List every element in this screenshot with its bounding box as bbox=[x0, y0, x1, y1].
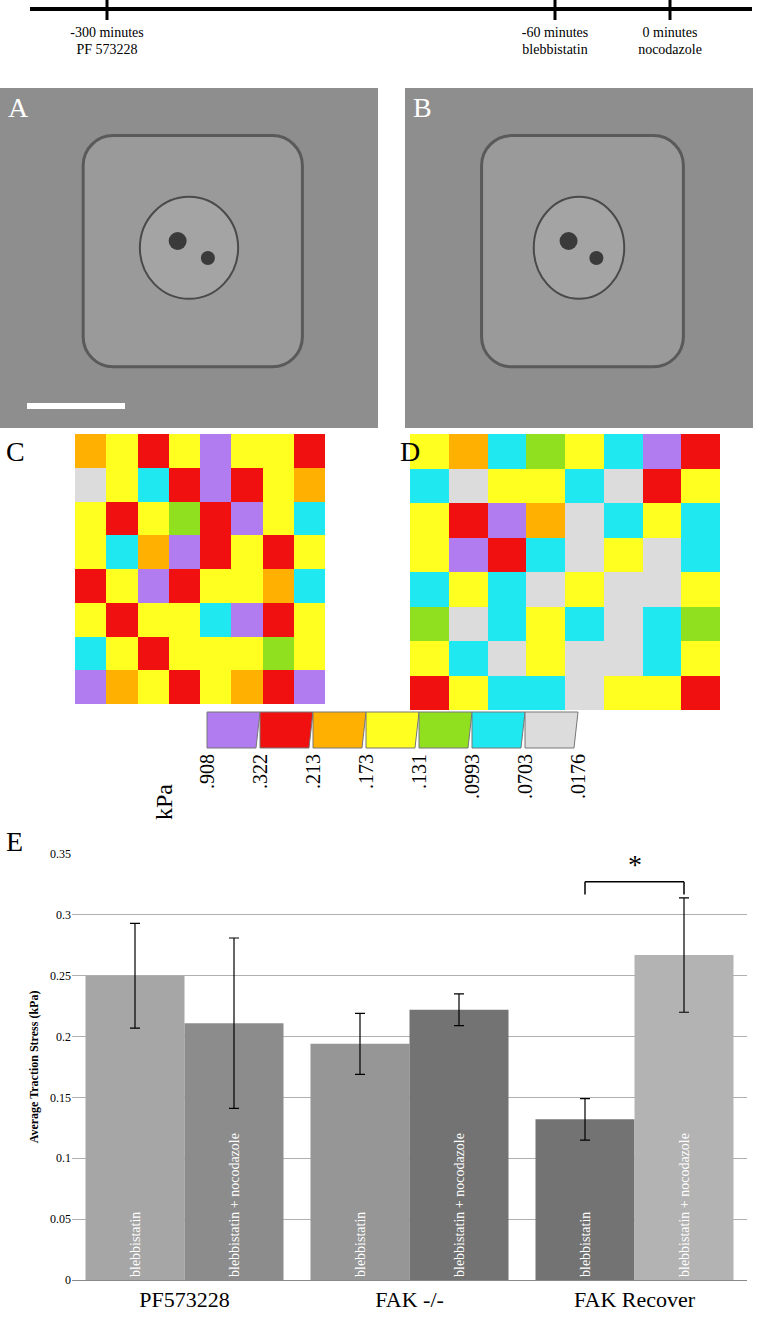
svg-text:FAK Recover: FAK Recover bbox=[574, 1287, 696, 1312]
svg-text:0.15: 0.15 bbox=[50, 1091, 71, 1105]
svg-text:.131: .131 bbox=[408, 754, 430, 789]
svg-text:FAK -/-: FAK -/- bbox=[375, 1287, 444, 1312]
svg-text:0.2: 0.2 bbox=[56, 1030, 71, 1044]
svg-text:0.25: 0.25 bbox=[50, 969, 71, 983]
svg-text:blebbistatin: blebbistatin bbox=[522, 42, 587, 57]
svg-text:0.35: 0.35 bbox=[50, 847, 71, 861]
svg-text:.0176: .0176 bbox=[567, 754, 589, 799]
svg-text:blebbistatin + nocodazole: blebbistatin + nocodazole bbox=[677, 1133, 692, 1277]
svg-text:blebbistatin + nocodazole: blebbistatin + nocodazole bbox=[227, 1133, 242, 1277]
svg-text:blebbistatin: blebbistatin bbox=[128, 1212, 143, 1277]
svg-text:.322: .322 bbox=[249, 754, 271, 789]
svg-text:kPa: kPa bbox=[151, 784, 177, 820]
html-text:A: A bbox=[8, 92, 29, 123]
svg-text:0.05: 0.05 bbox=[50, 1212, 71, 1226]
svg-text:*: * bbox=[628, 849, 642, 880]
svg-text:PF573228: PF573228 bbox=[139, 1287, 229, 1312]
svg-text:-60 minutes: -60 minutes bbox=[522, 25, 589, 40]
svg-text:PF 573228: PF 573228 bbox=[76, 42, 137, 57]
svg-text:.0993: .0993 bbox=[461, 754, 483, 799]
svg-text:-300 minutes: -300 minutes bbox=[70, 25, 144, 40]
svg-text:blebbistatin: blebbistatin bbox=[353, 1212, 368, 1277]
html-text:D: D bbox=[400, 436, 421, 467]
svg-text:.173: .173 bbox=[355, 754, 377, 789]
svg-text:.0703: .0703 bbox=[514, 754, 536, 799]
svg-text:Average Traction Stress (kPa): Average Traction Stress (kPa) bbox=[27, 991, 41, 1144]
svg-text:nocodazole: nocodazole bbox=[638, 42, 702, 57]
svg-text:blebbistatin: blebbistatin bbox=[578, 1212, 593, 1277]
html-text:C: C bbox=[6, 436, 25, 467]
svg-text:0.3: 0.3 bbox=[56, 908, 71, 922]
svg-text:0.1: 0.1 bbox=[56, 1151, 71, 1165]
svg-text:0: 0 bbox=[65, 1273, 71, 1287]
html-text:B: B bbox=[413, 92, 432, 123]
svg-text:blebbistatin + nocodazole: blebbistatin + nocodazole bbox=[452, 1133, 467, 1277]
svg-text:0 minutes: 0 minutes bbox=[643, 25, 698, 40]
svg-text:.908: .908 bbox=[196, 754, 218, 789]
html-text:E: E bbox=[6, 826, 24, 857]
svg-text:.213: .213 bbox=[302, 754, 324, 789]
